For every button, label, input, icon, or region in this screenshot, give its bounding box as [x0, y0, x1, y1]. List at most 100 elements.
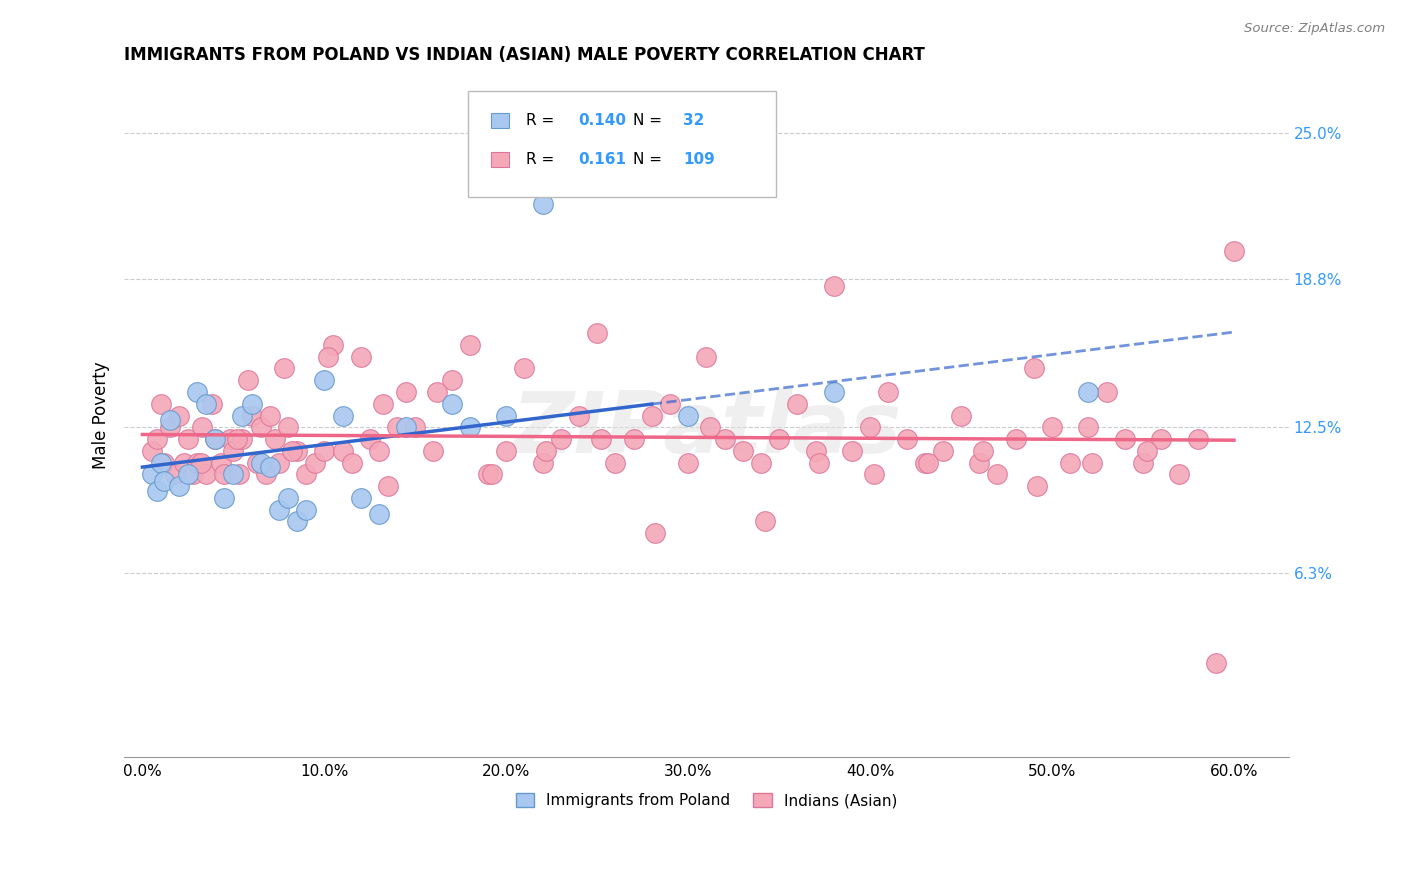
Point	[195, 467, 218, 482]
Point	[426, 384, 449, 399]
Point	[332, 409, 354, 423]
Point	[254, 467, 277, 482]
Text: 32: 32	[683, 113, 704, 128]
Point	[259, 460, 281, 475]
Point	[1077, 384, 1099, 399]
Point	[1040, 420, 1063, 434]
Point	[186, 384, 208, 399]
Point	[226, 432, 249, 446]
Point	[440, 397, 463, 411]
Point	[1022, 361, 1045, 376]
Point	[295, 502, 318, 516]
Point	[395, 420, 418, 434]
Point	[285, 515, 308, 529]
Point	[699, 420, 721, 434]
Text: R =: R =	[526, 152, 560, 167]
Point	[440, 373, 463, 387]
Point	[1114, 432, 1136, 446]
Point	[173, 456, 195, 470]
Point	[495, 443, 517, 458]
Point	[231, 409, 253, 423]
Point	[808, 456, 831, 470]
Point	[823, 279, 845, 293]
Point	[191, 420, 214, 434]
Point	[1059, 456, 1081, 470]
Point	[1187, 432, 1209, 446]
Point	[249, 420, 271, 434]
Point	[713, 432, 735, 446]
Point	[316, 350, 339, 364]
Point	[214, 491, 236, 505]
Point	[209, 456, 232, 470]
Point	[768, 432, 790, 446]
Point	[950, 409, 973, 423]
Point	[481, 467, 503, 482]
Point	[159, 420, 181, 434]
Point	[340, 456, 363, 470]
Point	[222, 467, 245, 482]
Point	[458, 338, 481, 352]
Point	[277, 420, 299, 434]
Point	[1081, 456, 1104, 470]
Point	[267, 502, 290, 516]
Point	[240, 397, 263, 411]
Point	[231, 432, 253, 446]
Point	[295, 467, 318, 482]
Point	[259, 409, 281, 423]
Point	[204, 432, 226, 446]
Point	[804, 443, 827, 458]
Point	[195, 397, 218, 411]
Point	[1004, 432, 1026, 446]
Point	[513, 361, 536, 376]
Point	[422, 443, 444, 458]
Text: 0.140: 0.140	[578, 113, 626, 128]
Point	[267, 456, 290, 470]
Point	[177, 432, 200, 446]
Point	[332, 443, 354, 458]
Text: 109: 109	[683, 152, 714, 167]
Point	[1168, 467, 1191, 482]
Point	[749, 456, 772, 470]
Point	[371, 397, 394, 411]
Point	[165, 467, 187, 482]
Point	[183, 467, 205, 482]
Point	[623, 432, 645, 446]
Point	[676, 456, 699, 470]
Point	[153, 456, 176, 470]
Point	[841, 443, 863, 458]
Point	[149, 456, 172, 470]
Point	[159, 413, 181, 427]
Point	[896, 432, 918, 446]
Point	[280, 443, 302, 458]
Point	[1026, 479, 1049, 493]
Point	[550, 432, 572, 446]
Point	[972, 443, 994, 458]
Text: N =: N =	[633, 113, 666, 128]
Point	[917, 456, 939, 470]
Point	[659, 397, 682, 411]
Point	[823, 384, 845, 399]
FancyBboxPatch shape	[491, 152, 509, 167]
Point	[477, 467, 499, 482]
Point	[228, 467, 250, 482]
FancyBboxPatch shape	[491, 113, 509, 128]
FancyBboxPatch shape	[468, 91, 776, 197]
Point	[304, 456, 326, 470]
Point	[146, 483, 169, 498]
Point	[395, 384, 418, 399]
Point	[644, 526, 666, 541]
Text: 0.161: 0.161	[578, 152, 626, 167]
Point	[967, 456, 990, 470]
Point	[322, 338, 344, 352]
Point	[932, 443, 955, 458]
Point	[914, 456, 936, 470]
Point	[204, 432, 226, 446]
Point	[859, 420, 882, 434]
Point	[676, 409, 699, 423]
Y-axis label: Male Poverty: Male Poverty	[93, 362, 110, 469]
Text: R =: R =	[526, 113, 560, 128]
Point	[986, 467, 1008, 482]
Point	[536, 443, 558, 458]
Point	[314, 373, 336, 387]
Point	[186, 456, 208, 470]
